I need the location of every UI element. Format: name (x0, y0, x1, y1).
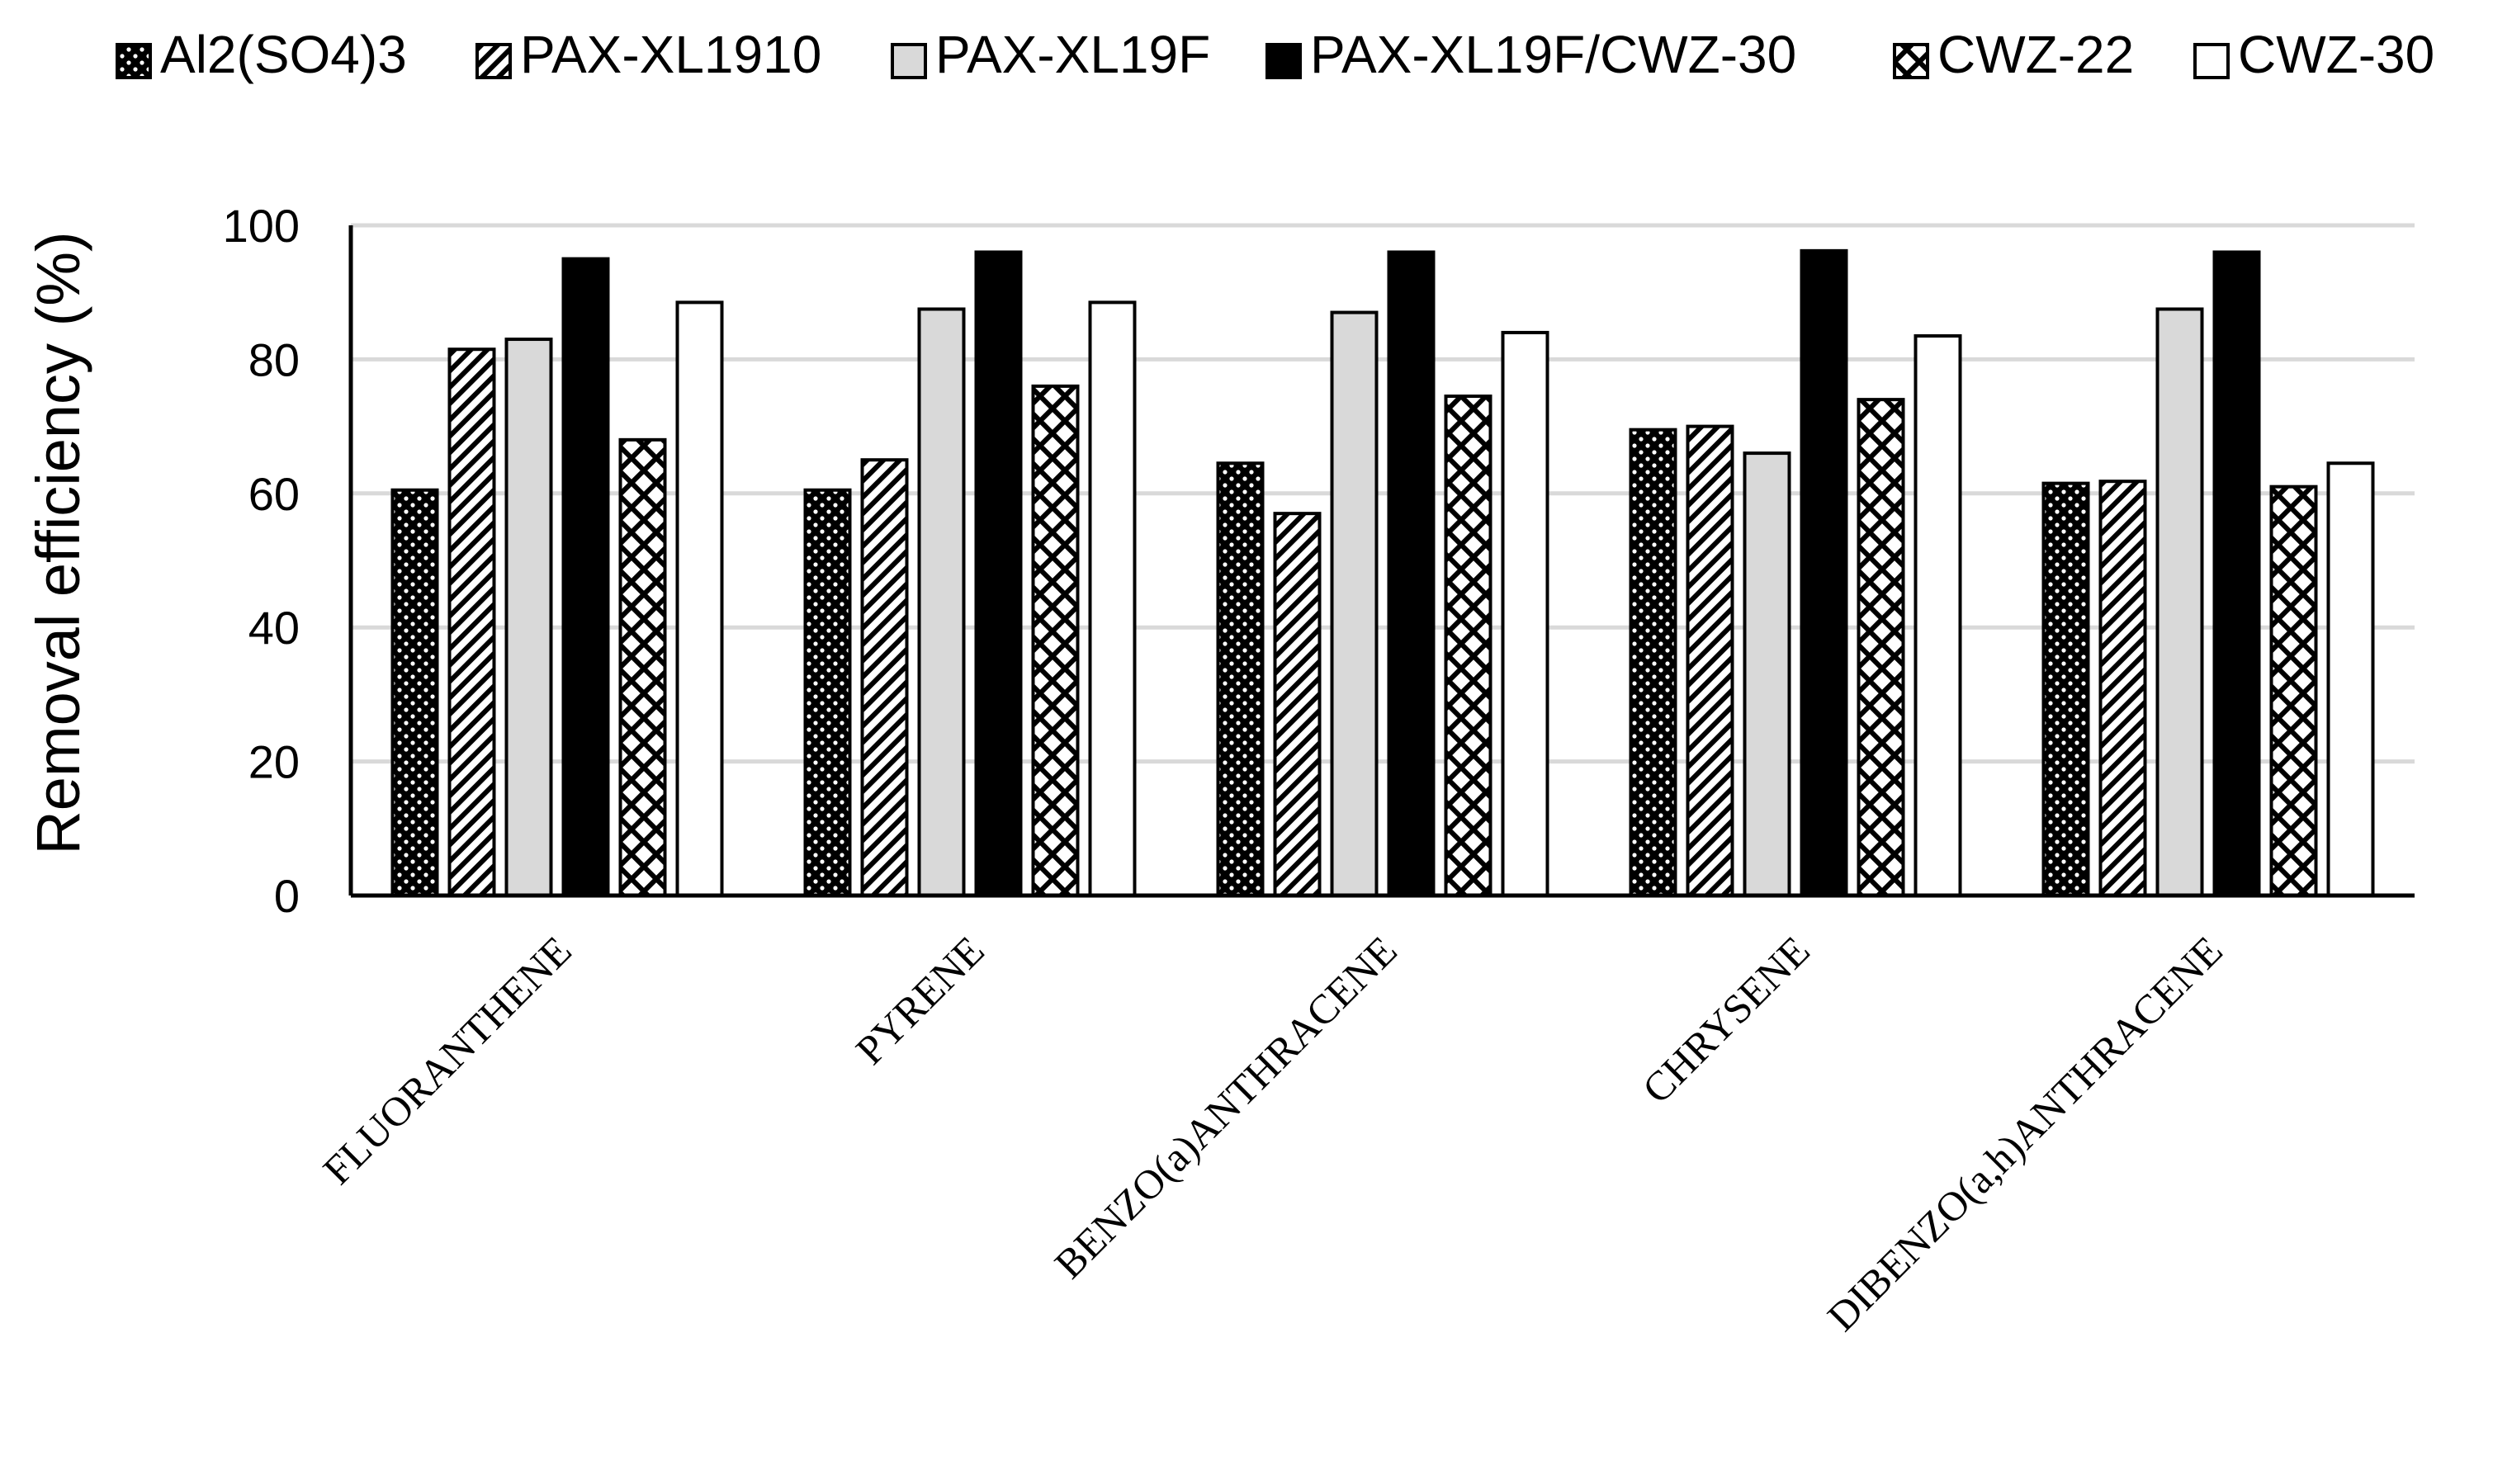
y-tick-label: 80 (248, 333, 300, 385)
bar-cwz-22-pyrene (1031, 384, 1080, 897)
legend: Al2(SO4)3 PAX-XL1910 PAX-XL19F PAX-XL19F/CW… (116, 25, 2434, 84)
bar-al2-so4-3-chrysene (1629, 428, 1677, 897)
bar-pax-xl1910-dibenzo-a-h-anthracene (2098, 480, 2147, 898)
x-tick-label: PYRENE (847, 927, 993, 1073)
bar-cwz-22-chrysene (1857, 398, 1905, 897)
y-tick-label: 40 (248, 602, 300, 654)
legend-label: Al2(SO4)3 (160, 25, 407, 84)
bar-pax-xl19f-cwz-30-dibenzo-a-h-anthracene (2212, 250, 2261, 898)
bar-pax-xl19f-benzo-a-anthracene (1330, 310, 1379, 897)
y-tick-label: 20 (248, 736, 300, 788)
bar-pax-xl19f-cwz-30-benzo-a-anthracene (1387, 250, 1436, 898)
bar-al2-so4-3-benzo-a-anthracene (1216, 461, 1265, 897)
bar-al2-so4-3-pyrene (803, 488, 852, 897)
bar-cwz-30-pyrene (1088, 300, 1137, 897)
bar-pax-xl19f-cwz-30-fluoranthene (561, 257, 610, 898)
legend-label: PAX-XL19F (935, 25, 1210, 84)
bar-pax-xl19f-chrysene (1743, 451, 1791, 897)
y-axis-title: Removal efficiency (%) (24, 231, 92, 854)
bar-pax-xl1910-benzo-a-anthracene (1273, 512, 1322, 897)
legend-swatch (475, 43, 512, 79)
bar-pax-xl1910-chrysene (1686, 424, 1734, 897)
bar-pax-xl1910-fluoranthene (447, 347, 496, 898)
bar-al2-so4-3-fluoranthene (390, 488, 439, 897)
legend-swatch (116, 43, 152, 79)
bar-pax-xl19f-cwz-30-chrysene (1800, 248, 1848, 897)
y-tick-label: 100 (223, 200, 300, 252)
legend-label: PAX-XL19F/CWZ-30 (1310, 25, 1796, 84)
bars (390, 248, 2375, 898)
legend-label: PAX-XL1910 (520, 25, 821, 84)
legend-swatch (891, 43, 927, 79)
bar-cwz-22-benzo-a-anthracene (1444, 395, 1492, 897)
legend-swatch (1893, 43, 1929, 79)
bar-pax-xl19f-fluoranthene (504, 338, 553, 898)
y-tick-label: 0 (274, 870, 300, 922)
bar-pax-xl1910-pyrene (860, 458, 909, 897)
bar-cwz-22-dibenzo-a-h-anthracene (2269, 484, 2318, 897)
x-tick-label: DIBENZO(a,h)ANTHRACENE (1819, 927, 2231, 1340)
bar-cwz-30-fluoranthene (675, 300, 724, 897)
bar-cwz-30-benzo-a-anthracene (1501, 330, 1549, 898)
y-tick-label: 60 (248, 468, 300, 520)
legend-label: CWZ-22 (1937, 25, 2134, 84)
legend-label: CWZ-30 (2238, 25, 2434, 84)
bar-pax-xl19f-pyrene (917, 307, 966, 897)
legend-swatch (2193, 43, 2230, 79)
bar-al2-so4-3-dibenzo-a-h-anthracene (2041, 481, 2090, 897)
bar-cwz-22-fluoranthene (618, 437, 667, 897)
bar-pax-xl19f-dibenzo-a-h-anthracene (2155, 307, 2204, 897)
bar-cwz-30-dibenzo-a-h-anthracene (2326, 461, 2375, 897)
x-tick-label: BENZO(a)ANTHRACENE (1045, 927, 1405, 1287)
bar-pax-xl19f-cwz-30-pyrene (974, 250, 1023, 898)
x-tick-label: CHRYSENE (1634, 927, 1819, 1112)
legend-swatch (1265, 43, 1302, 79)
x-tick-label: FLUORANTHENE (314, 927, 579, 1193)
bar-cwz-30-chrysene (1914, 333, 1962, 898)
